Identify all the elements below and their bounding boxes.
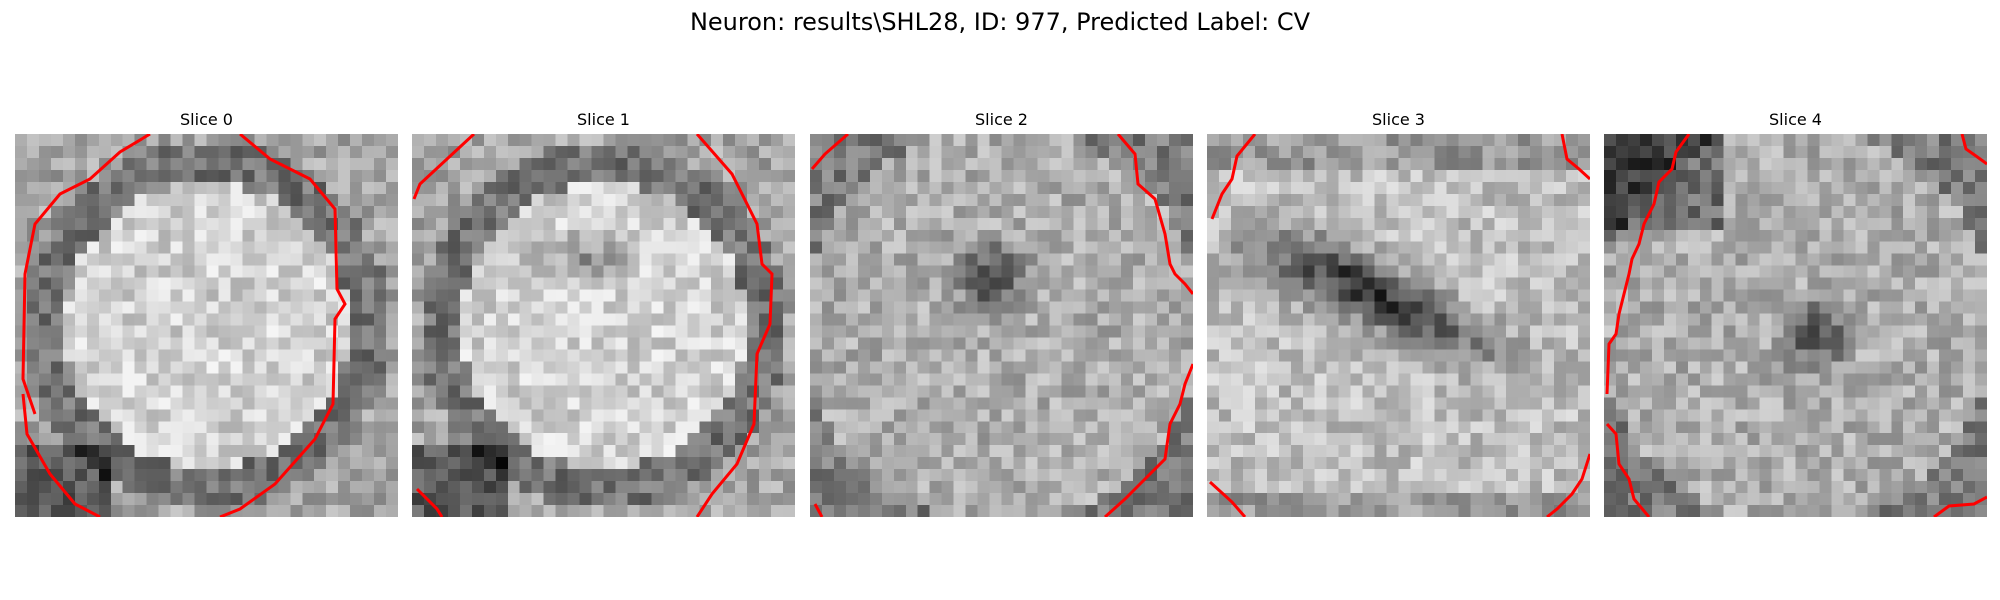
slice-3-contour bbox=[1208, 134, 1590, 517]
slice-2-title: Slice 2 bbox=[975, 110, 1028, 129]
slice-3-image bbox=[1207, 134, 1590, 517]
slice-0-contour bbox=[21, 134, 347, 517]
slice-2-image bbox=[810, 134, 1193, 517]
slice-2-contour bbox=[810, 134, 1193, 517]
slice-4-pixels bbox=[1604, 134, 1987, 517]
slice-0-title: Slice 0 bbox=[180, 110, 233, 129]
slice-1-title: Slice 1 bbox=[577, 110, 630, 129]
slice-1-image bbox=[412, 134, 795, 517]
slice-2-pixels bbox=[810, 134, 1193, 517]
slice-4-image bbox=[1604, 134, 1987, 517]
slice-1-pixels bbox=[412, 134, 795, 517]
slice-4-contour bbox=[1605, 134, 1987, 517]
slice-4-title: Slice 4 bbox=[1769, 110, 1822, 129]
slice-0-image bbox=[15, 134, 398, 517]
slice-3-pixels bbox=[1207, 134, 1590, 517]
slice-3-title: Slice 3 bbox=[1372, 110, 1425, 129]
figure-title: Neuron: results\SHL28, ID: 977, Predicte… bbox=[689, 8, 1311, 36]
slice-1-contour bbox=[412, 134, 774, 517]
